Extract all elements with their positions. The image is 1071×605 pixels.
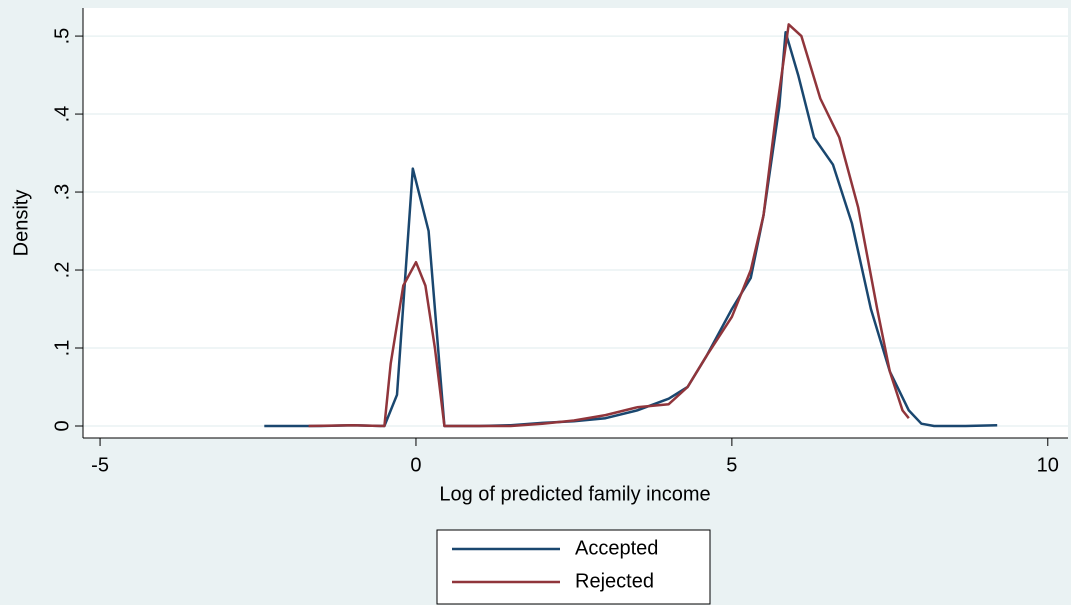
y-tick-label: .2 — [51, 262, 73, 279]
y-tick-label: .4 — [51, 106, 73, 123]
legend-label: Rejected — [575, 570, 654, 592]
plot-area — [83, 8, 1068, 438]
y-axis-label: Density — [10, 190, 32, 257]
y-tick-label: .3 — [51, 184, 73, 201]
legend — [436, 529, 711, 605]
line — [308, 23, 910, 428]
y-tick-label: 0 — [51, 420, 73, 431]
x-tick-label: 0 — [410, 454, 421, 476]
y-tick-label: .1 — [51, 340, 73, 357]
y-tick-label: .5 — [51, 28, 73, 45]
x-tick-label: 5 — [726, 454, 737, 476]
legend-label: Accepted — [575, 537, 658, 559]
x-tick-label: 10 — [1037, 454, 1059, 476]
x-axis-label: Log of predicted family income — [439, 483, 710, 505]
x-tick-label: -5 — [91, 454, 109, 476]
